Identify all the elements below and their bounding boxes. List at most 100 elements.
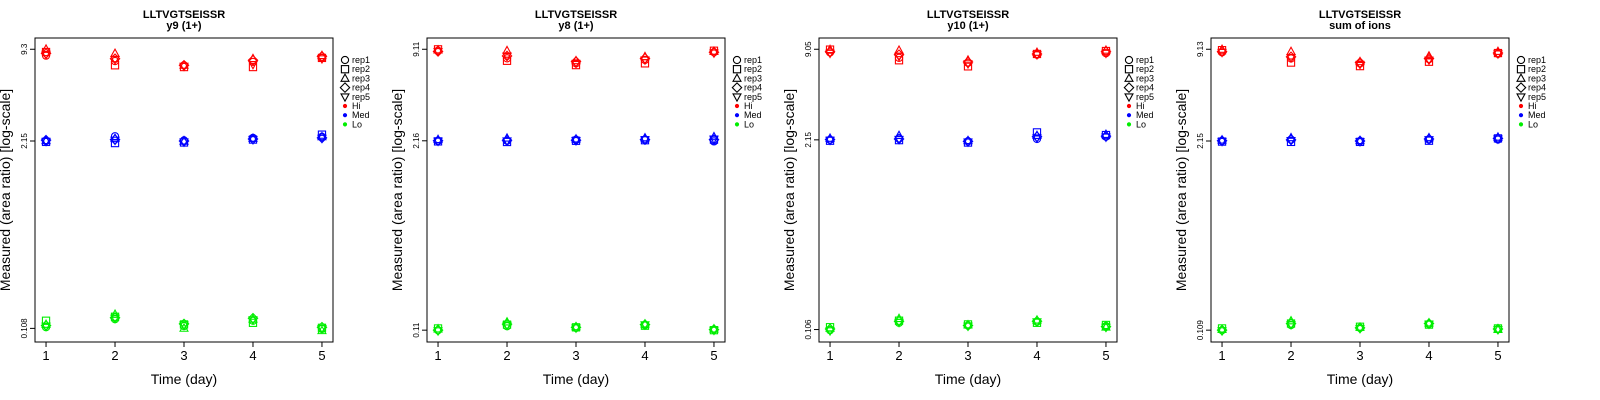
point-lo-rep2-day1 [41,316,51,325]
legend-label: Med [1136,110,1154,120]
point-med-rep5-day4 [248,136,258,146]
legend-marker-rep1 [732,55,742,65]
point-hi-rep5-day4 [640,56,650,66]
point-lo-rep3-day3 [571,321,581,331]
point-hi-rep3-day2 [110,47,120,57]
point-lo-rep5-day5 [1101,323,1111,333]
point-med-rep5-day4 [1424,136,1434,145]
point-lo-rep5-day2 [502,321,512,331]
legend-marker-rep4 [339,82,351,94]
x-tick-label: 5 [318,348,325,363]
x-tick-label: 4 [641,348,648,363]
legend-marker-rep3 [732,72,742,82]
legend-marker-lo [734,122,740,127]
legend-label: Lo [352,119,362,129]
x-tick-label: 1 [1218,348,1225,363]
legend-label: Med [1528,110,1546,120]
chart-subtitle: sum of ions [1329,20,1391,32]
point-lo-rep5-day5 [317,324,327,334]
y-tick-label: 0.109 [1196,320,1205,341]
point-med-rep3-day1 [41,135,51,145]
legend-label: rep3 [352,73,370,83]
legend-marker-rep5 [732,93,742,103]
point-med-rep5-day4 [640,136,650,146]
point-med-rep5-day1 [433,137,443,147]
point-lo-rep3-day4 [248,313,258,323]
legend-marker-rep2 [340,65,350,74]
legend-label: rep1 [352,55,370,65]
legend-marker-rep2 [1124,65,1134,74]
point-med-rep3-day1 [433,134,443,144]
legend-marker-med [734,113,740,118]
point-med-rep5-day5 [1493,135,1503,145]
point-med-rep3-day3 [963,135,973,145]
legend-marker-rep4 [731,82,743,94]
x-tick-label: 3 [964,348,971,363]
legend-label: rep5 [744,92,762,102]
legend-label: Med [352,110,370,120]
chart-title: LLTVGTSEISSR [1319,9,1401,21]
legend-marker-lo [342,122,348,127]
y-tick-label: 2.15 [804,132,813,148]
x-tick-label: 1 [434,348,441,363]
point-hi-rep5-day2 [1286,54,1296,64]
point-lo-rep5-day4 [640,321,650,331]
y-tick-label: 9.3 [20,43,29,55]
point-hi-rep5-day5 [317,55,327,65]
point-lo-rep5-day1 [1217,327,1227,337]
point-med-rep5-day3 [963,138,973,148]
legend-marker-rep1 [1124,55,1134,65]
x-tick-label: 5 [710,348,717,363]
point-lo-rep5-day2 [1286,321,1296,331]
point-lo-rep5-day1 [41,322,51,332]
chart-title: LLTVGTSEISSR [927,9,1009,21]
point-med-rep5-day3 [179,138,189,148]
legend-marker-med [1518,113,1524,118]
point-med-rep5-day3 [571,137,581,146]
point-hi-rep5-day3 [963,60,973,70]
legend-marker-rep2 [1516,65,1526,74]
point-lo-rep5-day3 [571,324,581,334]
point-lo-rep3-day1 [1217,324,1227,334]
point-med-rep2-day5 [317,130,327,139]
x-tick-label: 2 [503,348,510,363]
legend-marker-lo [1126,122,1132,127]
legend-label: Hi [1528,101,1537,111]
plot-frame [1210,37,1510,343]
legend-label: rep2 [1528,64,1546,74]
point-hi-rep3-day1 [41,43,51,53]
point-med-rep3-day3 [179,135,189,145]
point-hi-rep5-day3 [179,62,189,72]
point-hi-rep5-day4 [1032,51,1042,61]
point-med-rep5-day2 [502,137,512,147]
legend-label: rep2 [744,64,762,74]
x-tick-label: 2 [111,348,118,363]
plot-frame [426,37,726,343]
point-hi-rep2-day4 [248,62,258,72]
y-tick-label: 2.15 [20,133,29,149]
legend-label: rep5 [1136,92,1154,102]
point-hi-rep5-day4 [1424,56,1434,66]
legend-marker-med [1126,113,1132,118]
legend-label: Hi [744,101,753,111]
legend-marker-rep4 [1123,82,1135,94]
point-lo-rep5-day5 [1493,326,1503,336]
x-tick-label: 2 [1287,348,1294,363]
x-tick-label: 4 [1425,348,1432,363]
legend-label: Hi [352,101,361,111]
point-med-rep5-day5 [709,135,719,145]
x-tick-label: 3 [180,348,187,363]
legend-label: rep1 [1528,55,1546,65]
point-med-rep3-day1 [1217,134,1227,144]
y-axis-label: Measured (area ratio) [log-scale] [0,89,13,291]
x-tick-label: 3 [572,348,579,363]
point-hi-rep2-day2 [894,56,904,65]
plot-frame [818,37,1118,343]
point-med-rep3-day5 [317,131,327,141]
point-lo-rep5-day3 [179,321,189,331]
point-med-rep3-day4 [248,132,258,142]
point-med-rep5-day2 [110,136,120,146]
point-hi-rep5-day2 [894,52,904,62]
